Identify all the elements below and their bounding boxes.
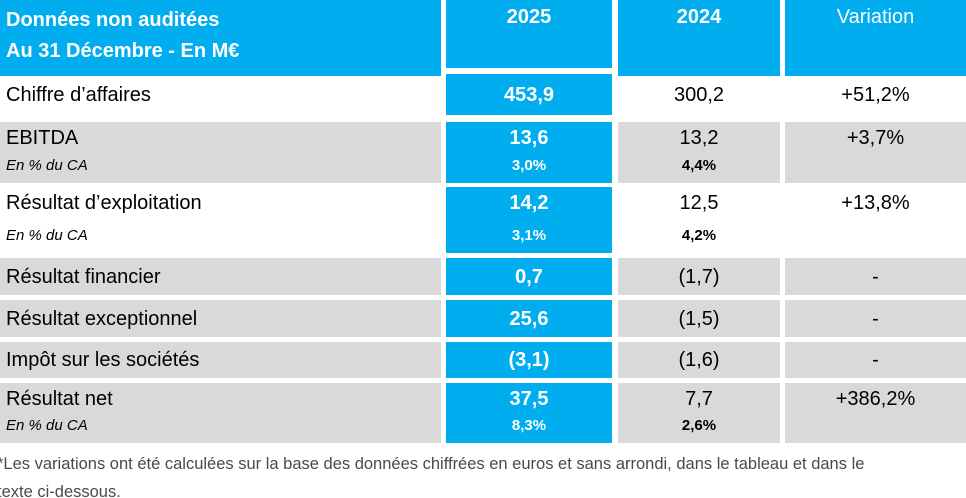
variation-value: +51,2% <box>841 83 910 106</box>
value-2025: 13,6 <box>509 127 549 149</box>
percent-2024: 2,6% <box>681 417 717 434</box>
table-row: Impôt sur les sociétés (3,1) (1,6) - <box>0 342 966 378</box>
footnote: *Les variations ont été calculées sur la… <box>0 451 966 498</box>
value-2025-cell: (3,1) <box>446 342 612 378</box>
value-2024-cell: 7,7 2,6% <box>618 383 780 443</box>
variation-value: +386,2% <box>835 388 916 410</box>
value-2024-cell: 12,5 4,2% <box>618 187 780 253</box>
table-title-cell: Données non auditées Au 31 Décembre - En… <box>0 0 441 76</box>
variation-cell: - <box>785 300 966 337</box>
value-2024: 300,2 <box>673 83 725 106</box>
percent-2024: 4,2% <box>681 227 717 244</box>
table-title-line2: Au 31 Décembre - En M€ <box>6 40 240 62</box>
row-label: Chiffre d’affaires <box>6 83 151 106</box>
row-label-cell: Résultat financier <box>0 258 441 295</box>
row-sublabel: En % du CA <box>6 157 88 174</box>
row-label-cell: EBITDA En % du CA <box>0 122 441 183</box>
row-sublabel: En % du CA <box>6 417 88 434</box>
row-label: Résultat exceptionnel <box>6 307 198 330</box>
table-row: Résultat d’exploitation En % du CA 14,2 … <box>0 187 966 253</box>
row-label: EBITDA <box>6 127 79 149</box>
percent-2024: 4,4% <box>681 157 717 174</box>
percent-2025: 8,3% <box>511 417 547 434</box>
value-2024-cell: 13,2 4,4% <box>618 122 780 183</box>
row-label: Impôt sur les sociétés <box>6 349 200 371</box>
row-label-cell: Impôt sur les sociétés <box>0 342 441 378</box>
value-2025-cell: 0,7 <box>446 258 612 295</box>
variation-cell: +386,2% <box>785 383 966 443</box>
variation-cell: +51,2% <box>785 74 966 115</box>
row-label-cell: Résultat net En % du CA <box>0 383 441 443</box>
value-2025: 14,2 <box>509 192 549 214</box>
value-2025: 25,6 <box>509 307 549 330</box>
variation-value: +3,7% <box>846 127 905 149</box>
table-row: Résultat financier 0,7 (1,7) - <box>0 258 966 295</box>
value-2024-cell: (1,6) <box>618 342 780 378</box>
column-header-2024: 2024 <box>618 0 780 76</box>
row-label: Résultat d’exploitation <box>6 192 202 214</box>
variation-cell: +13,8% <box>785 187 966 253</box>
table-row: Résultat net En % du CA 37,5 8,3% 7,7 2,… <box>0 383 966 443</box>
row-label-cell: Résultat exceptionnel <box>0 300 441 337</box>
row-label-cell: Résultat d’exploitation En % du CA <box>0 187 441 253</box>
value-2024: 7,7 <box>685 388 713 410</box>
value-2025: 0,7 <box>515 265 543 288</box>
value-2025: (3,1) <box>508 349 550 371</box>
table-row: EBITDA En % du CA 13,6 3,0% 13,2 4,4% +3… <box>0 122 966 183</box>
footnote-line2: texte ci-dessous. <box>0 482 121 498</box>
row-label: Résultat net <box>6 388 113 410</box>
variation-value: - <box>872 307 879 330</box>
value-2025-cell: 37,5 8,3% <box>446 383 612 443</box>
percent-2025: 3,1% <box>511 227 547 244</box>
percent-2025: 3,0% <box>511 157 547 174</box>
value-2024: (1,5) <box>678 307 720 330</box>
variation-value: +13,8% <box>841 192 910 214</box>
value-2024: (1,7) <box>678 265 720 288</box>
variation-value: - <box>872 349 879 371</box>
footnote-line1: *Les variations ont été calculées sur la… <box>0 455 865 473</box>
table-title-line1: Données non auditées <box>6 9 220 31</box>
value-2024-cell: 300,2 <box>618 74 780 115</box>
value-2024: (1,6) <box>678 349 720 371</box>
value-2025: 453,9 <box>503 83 555 106</box>
row-label-cell: Chiffre d’affaires <box>0 74 441 115</box>
variation-cell: - <box>785 258 966 295</box>
value-2024-cell: (1,5) <box>618 300 780 337</box>
variation-cell: +3,7% <box>785 122 966 183</box>
table-row: Résultat exceptionnel 25,6 (1,5) - <box>0 300 966 337</box>
variation-value: - <box>872 265 879 288</box>
column-header-2025: 2025 <box>446 0 612 68</box>
value-2025-cell: 453,9 <box>446 74 612 115</box>
table-row: Chiffre d’affaires 453,9 300,2 +51,2% <box>0 74 966 115</box>
value-2025-cell: 14,2 3,1% <box>446 187 612 253</box>
variation-cell: - <box>785 342 966 378</box>
value-2025-cell: 25,6 <box>446 300 612 337</box>
value-2025-cell: 13,6 3,0% <box>446 122 612 183</box>
value-2024: 13,2 <box>679 127 719 149</box>
value-2025: 37,5 <box>509 388 549 410</box>
column-header-variation: Variation <box>785 0 966 76</box>
row-label: Résultat financier <box>6 265 161 288</box>
value-2024: 12,5 <box>679 192 719 214</box>
value-2024-cell: (1,7) <box>618 258 780 295</box>
row-sublabel: En % du CA <box>6 227 88 244</box>
